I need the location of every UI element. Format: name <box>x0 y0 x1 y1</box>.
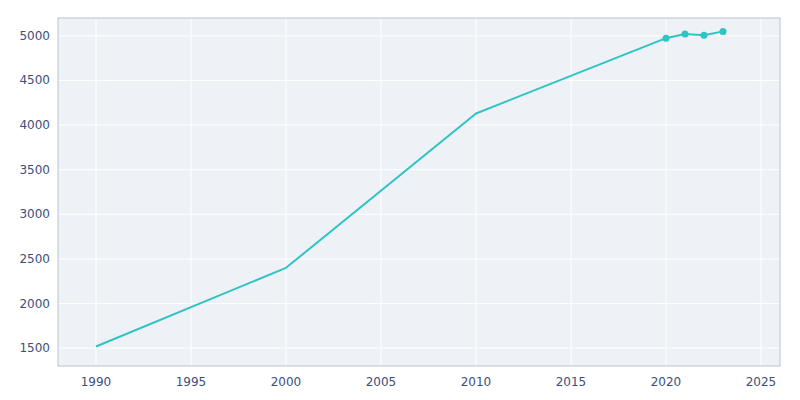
chart-container: 1990 1995 2000 2005 2010 2015 2020 2025 1500 2000… <box>0 0 800 400</box>
point-marker <box>682 31 689 38</box>
x-tick-label: 2010 <box>461 375 492 389</box>
y-tick-label: 1500 <box>19 341 50 355</box>
x-tick-label: 1995 <box>176 375 207 389</box>
y-tick-label: 2500 <box>19 252 50 266</box>
y-tick-label: 4500 <box>19 73 50 87</box>
plot-frame <box>58 18 780 366</box>
y-grid-line <box>58 169 780 170</box>
y-tick-label: 3500 <box>19 163 50 177</box>
y-tick-label: 3000 <box>19 207 50 221</box>
x-tick-label: 2025 <box>746 375 777 389</box>
plot-background <box>58 18 780 366</box>
x-grid-line <box>571 18 572 366</box>
y-grid-line <box>58 214 780 215</box>
x-tick-label: 2000 <box>271 375 302 389</box>
x-grid-line <box>286 18 287 366</box>
chart-svg: 1990 1995 2000 2005 2010 2015 2020 2025 1500 2000… <box>0 0 800 400</box>
y-grid-line <box>58 348 780 349</box>
y-grid-line <box>58 80 780 81</box>
x-tick-label: 2020 <box>651 375 682 389</box>
point-marker <box>720 28 727 35</box>
data-layer <box>96 28 727 347</box>
x-tick-label: 1990 <box>81 375 112 389</box>
x-tick-label: 2005 <box>366 375 397 389</box>
x-grid-line <box>666 18 667 366</box>
point-marker <box>701 32 708 39</box>
y-grid-line <box>58 303 780 304</box>
population-line <box>96 31 723 346</box>
x-tick-label: 2015 <box>556 375 587 389</box>
x-grid-line <box>476 18 477 366</box>
y-grid-line <box>58 258 780 259</box>
x-grid-line <box>96 18 97 366</box>
y-tick-label: 2000 <box>19 297 50 311</box>
point-marker <box>663 35 670 42</box>
y-tick-label: 4000 <box>19 118 50 132</box>
axes: 1990 1995 2000 2005 2010 2015 2020 2025 1500 2000… <box>19 29 776 389</box>
x-grid-line <box>761 18 762 366</box>
x-grid-line <box>191 18 192 366</box>
y-tick-label: 5000 <box>19 29 50 43</box>
y-grid-line <box>58 125 780 126</box>
grid <box>58 18 780 366</box>
